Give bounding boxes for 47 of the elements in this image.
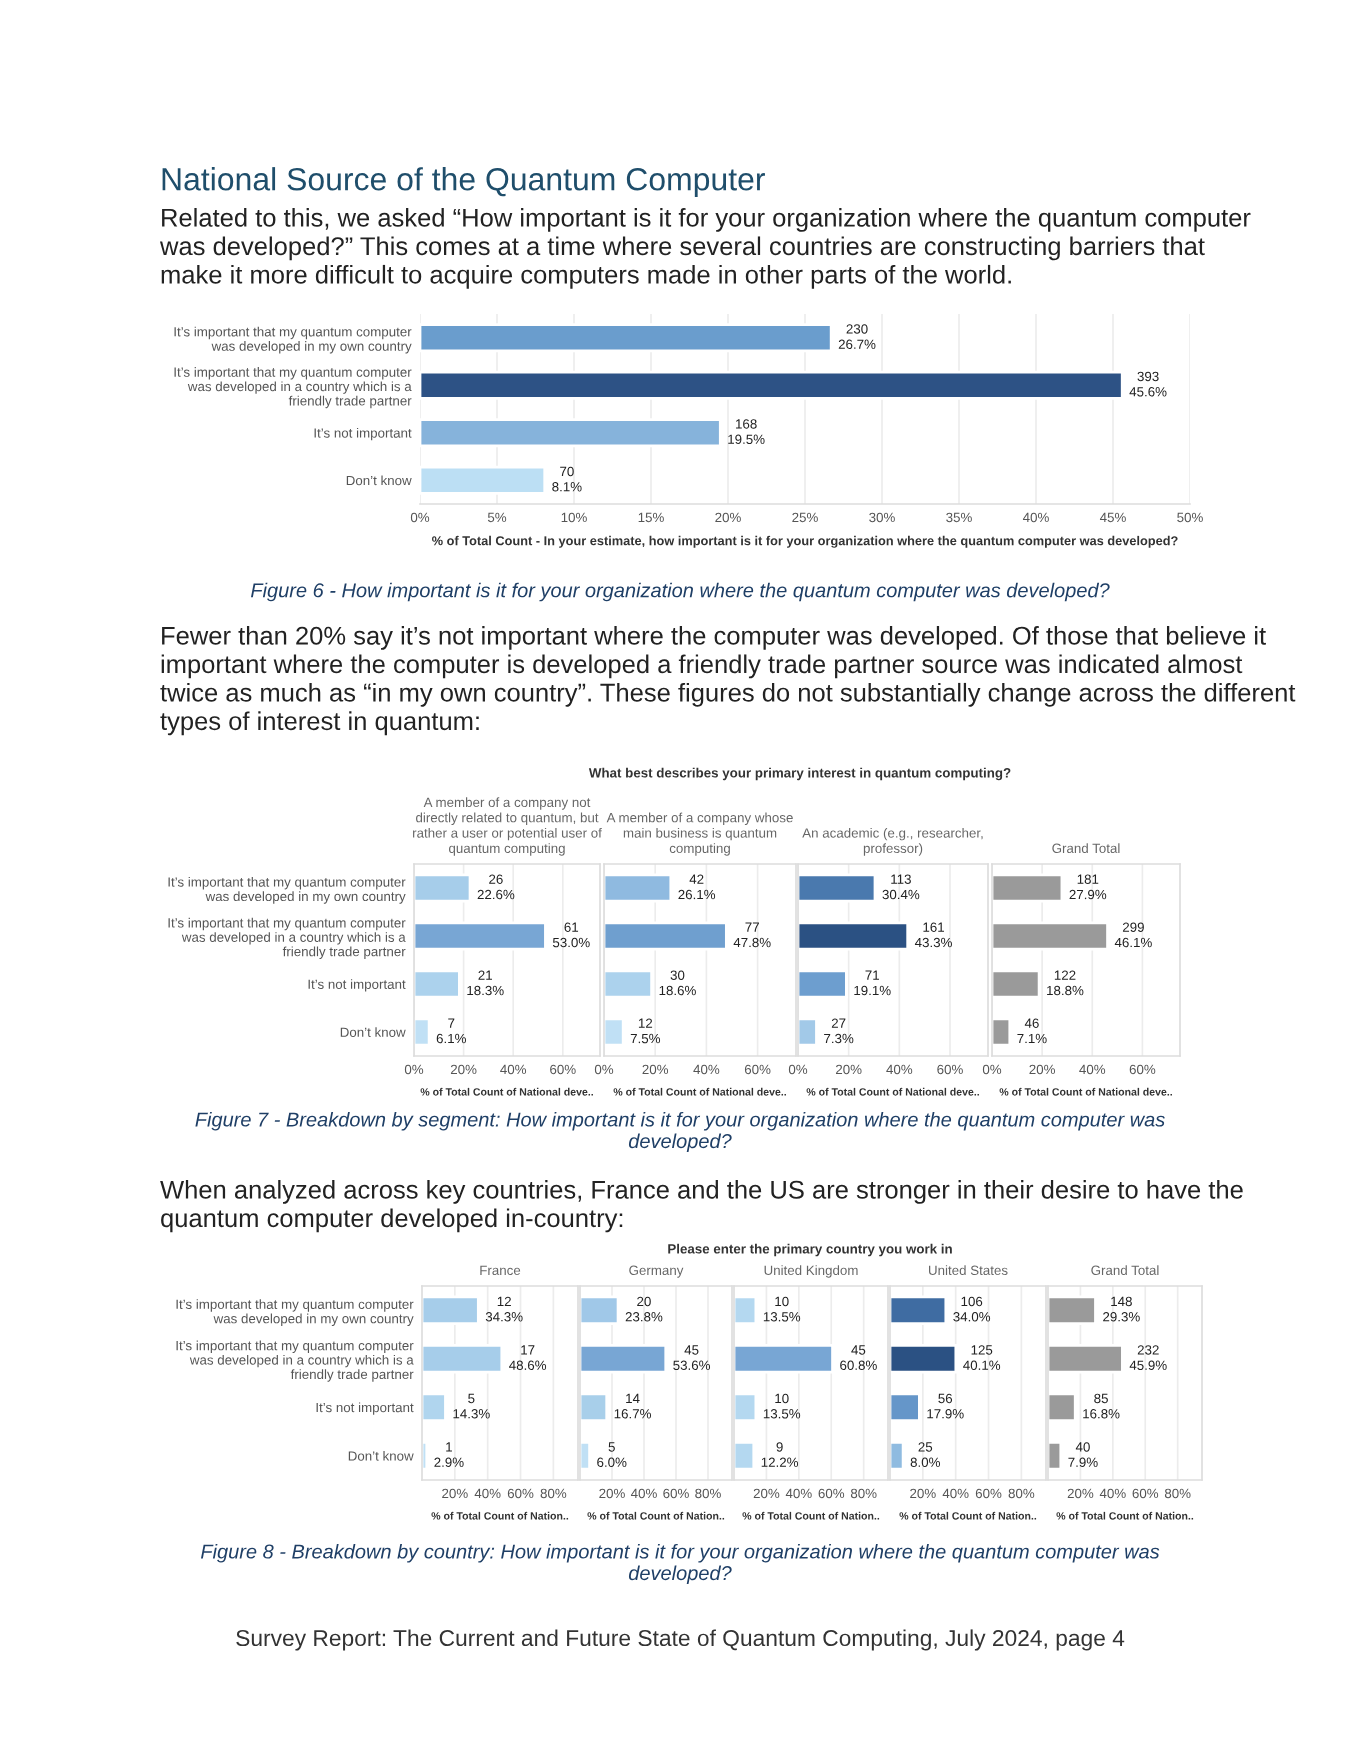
bar: [414, 873, 472, 903]
bar: [798, 1017, 818, 1047]
bar: [420, 418, 722, 448]
bar: [580, 1344, 668, 1374]
bar: [734, 1344, 834, 1374]
bar: [420, 465, 547, 495]
text: Fewer than 20% say it’s not important where the computer was developed. Of those that believe it important where the computer is developed a friendly trade partner source was indicated almost twice as much as “in my own country”. These figures do not substantially change across the different types of interest in quantum:: [160, 626, 1296, 736]
bar: [890, 1441, 905, 1471]
bar: [890, 1295, 948, 1325]
bar: [604, 969, 654, 999]
caption: Figure 6 - How important is it for your organization where the quantum computer was developed?: [250, 582, 1110, 602]
bar: [1048, 1392, 1077, 1422]
bar: [414, 969, 461, 999]
bar: [414, 921, 547, 951]
bar: [604, 1017, 625, 1047]
bar: [1048, 1344, 1124, 1374]
bar: [1048, 1441, 1063, 1471]
bar: [992, 873, 1064, 903]
bar: [992, 921, 1109, 951]
bar: [798, 873, 877, 903]
bar: [734, 1295, 758, 1325]
bar: [734, 1441, 756, 1471]
bar: [890, 1392, 921, 1422]
bar: [580, 1441, 591, 1471]
bar: [604, 921, 728, 951]
caption: Figure 7 - Breakdown by segment: How important is it for your organization where the quantum computer was developed?: [195, 1111, 1165, 1153]
bar: [734, 1392, 758, 1422]
bar: [422, 1392, 447, 1422]
text: Survey Report: The Current and Future State of Quantum Computing, July 2024, page 4: [236, 1629, 1125, 1651]
bar: [580, 1295, 620, 1325]
bar: [992, 1017, 1012, 1047]
bar: [420, 370, 1124, 400]
bar: [992, 969, 1041, 999]
bar: [422, 1295, 480, 1325]
bar: [580, 1392, 609, 1422]
bar: [798, 921, 910, 951]
bar: [414, 1017, 431, 1047]
text: When analyzed across key countries, France and the US are stronger in their desire to have the quantum computer developed in-country:: [160, 1180, 1243, 1233]
bar: [798, 969, 848, 999]
bar: [420, 323, 833, 353]
chart-title: National Source of the Quantum Computer: [162, 167, 765, 197]
caption: Figure 8 - Breakdown by country: How important is it for your organization where the quantum computer was developed?: [200, 1543, 1160, 1585]
bar: [1048, 1295, 1097, 1325]
bar: [422, 1344, 504, 1374]
chart-subtitle: Related to this, we asked “How important is it for your organization where the quantum computer was developed?” This comes at a time where several countries are constructing barriers that make it more difficult to acquire computers made in other parts of the world.: [159, 208, 1251, 289]
bar: [890, 1344, 958, 1374]
bar: [604, 873, 673, 903]
